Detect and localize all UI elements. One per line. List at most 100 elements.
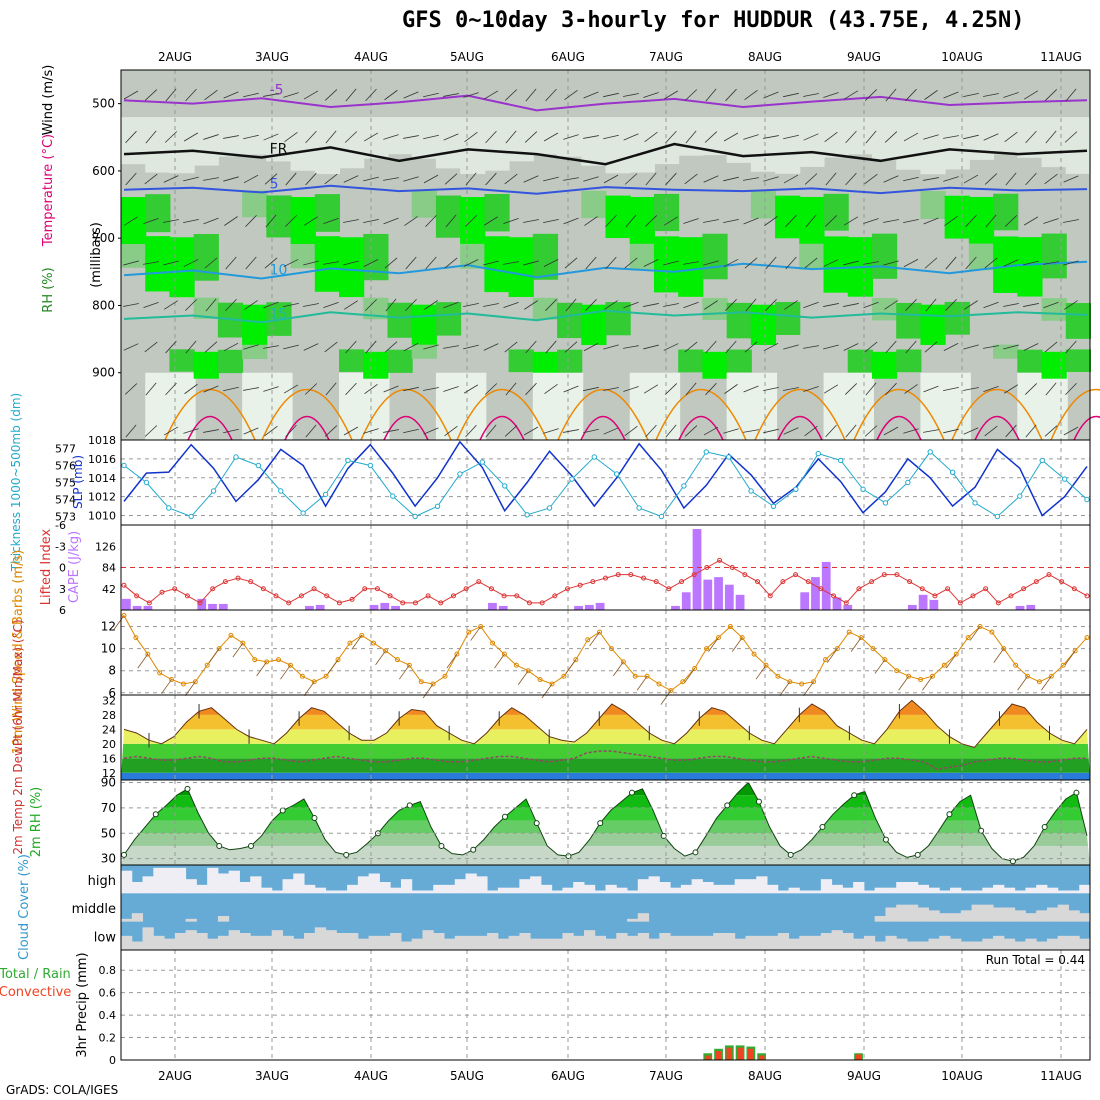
lifted-index-point [1008, 593, 1014, 599]
wind-axis-label: Wind (m/s) [41, 65, 56, 136]
wind-speed-point [739, 635, 745, 641]
wind-barb [1004, 384, 1018, 394]
cloud-cell-middle [217, 916, 230, 922]
rh-moist-cell [387, 302, 413, 338]
rh2m-point [533, 820, 540, 827]
thickness-point [860, 486, 866, 492]
rh-moist-cell [726, 349, 752, 373]
thickness-point [703, 449, 709, 455]
lifted-index-point [362, 586, 368, 592]
rh-moist-cell [460, 197, 486, 244]
wind-barb [465, 215, 477, 227]
cloud-cell-low [637, 933, 650, 950]
wind-barb [144, 89, 158, 101]
thickness-point [681, 483, 687, 489]
rh-moist-cell [702, 233, 728, 280]
wind-barb-10m [731, 637, 743, 652]
wind-barb [623, 133, 639, 141]
wind-speed-point [359, 632, 365, 638]
rh2m-point [152, 811, 159, 818]
rh2m-point [819, 823, 826, 830]
wind-barb [543, 176, 559, 182]
wind-speed-point [1036, 679, 1042, 685]
wind-barb [603, 174, 619, 184]
wind-barb [384, 257, 398, 269]
wind-barb [545, 88, 557, 102]
wind-barb [285, 172, 297, 186]
precip-axis-label: 3hr Precip (mm) [75, 952, 90, 1057]
wind-barb [725, 299, 737, 311]
wind-barb [1065, 88, 1077, 102]
wind-barb [1043, 261, 1059, 265]
cloud-cell-low [583, 930, 596, 950]
pressure-tick-label: 500 [92, 97, 115, 111]
rh-moist-cell [629, 196, 655, 244]
wind-barb [425, 256, 437, 270]
cloud-cell-low [896, 938, 908, 950]
cloud-cell-low [713, 933, 725, 950]
cloud-cell-low [885, 935, 897, 950]
wind-barb [903, 258, 919, 268]
wind-speed-point [692, 666, 698, 672]
wind-barb [463, 344, 479, 350]
wind-barb [704, 300, 718, 310]
wind-barb-10m [399, 664, 410, 680]
wind-speed-point [287, 662, 293, 668]
wind-barb [1025, 383, 1037, 395]
wind-barb [223, 342, 239, 352]
wind-barb [943, 386, 959, 392]
wind-barb [585, 299, 597, 311]
rh-moist-cell [435, 302, 462, 336]
rh-dry-cell [896, 117, 922, 170]
rh-dry-cell [193, 117, 219, 166]
cloud-cell-high [239, 882, 251, 894]
lifted-index-point [831, 593, 837, 599]
wind-speed-point [204, 662, 210, 668]
wind-barb [884, 300, 898, 310]
cloud-cell-low [465, 935, 477, 950]
cape-bar [369, 604, 379, 610]
cloud-cell-low [670, 935, 682, 950]
rh2m-tick-label: 90 [101, 776, 116, 790]
rh-moist-cell [702, 351, 728, 379]
wind-barb [844, 383, 858, 395]
wind-barb-10m [327, 659, 339, 674]
cloud-cell-low [1014, 941, 1026, 950]
lifted-index-point [172, 586, 178, 592]
wind-barb [624, 173, 638, 185]
isotherm-5 [123, 184, 1088, 195]
bottom-date-label: 8AUG [748, 1069, 782, 1083]
precip-convective-bar [855, 1054, 862, 1060]
wind-barb [183, 219, 199, 223]
cloud-cell-high [454, 879, 467, 894]
wind-barb [764, 216, 778, 226]
wind-barb [144, 425, 158, 437]
wind-speed-point [216, 646, 222, 652]
cloud-cell-high [767, 884, 779, 894]
cloud-cell-middle [993, 907, 1005, 922]
lifted-index-point [691, 572, 697, 578]
thickness-point [479, 459, 486, 465]
rh-dry-cell [678, 117, 704, 156]
wind-barb [423, 387, 439, 391]
wind-barb [485, 130, 497, 144]
wind-barb [404, 216, 418, 226]
cloud-cell-high [304, 884, 316, 894]
rh-moist-cell [678, 349, 704, 373]
top-date-label: 11AUG [1040, 50, 1082, 64]
wind-barb [123, 303, 139, 307]
rh-moist-cell [242, 304, 268, 346]
cloud-cell-high [1014, 890, 1026, 894]
cloud-cell-high [896, 882, 908, 894]
wind-barb-10m [185, 681, 196, 696]
cloud-cell-middle [1003, 907, 1016, 922]
wind-speed-point [478, 624, 484, 630]
wind-barb [885, 88, 897, 102]
wind-barb [343, 260, 359, 266]
cloud-cell-middle [131, 913, 144, 922]
wind-barb-10m [1017, 676, 1028, 691]
rh-dry-cell [993, 117, 1019, 155]
wind-speed-point [882, 657, 888, 663]
cloud-cell-high [637, 879, 650, 894]
wind-speed-point [240, 640, 246, 646]
